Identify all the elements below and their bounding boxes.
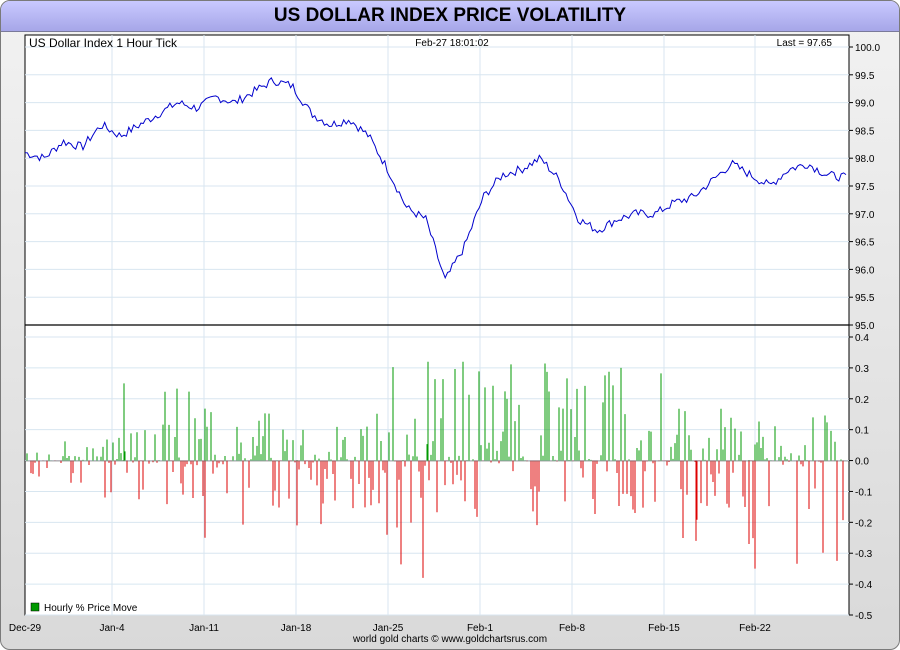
y-tick-label: 0.3 (855, 364, 869, 375)
x-tick-label: Jan-25 (373, 623, 404, 634)
x-tick-label: Jan-11 (189, 623, 219, 634)
y-tick-label: -0.4 (855, 580, 873, 591)
price-header-timestamp: Feb-27 18:01:02 (415, 38, 489, 49)
y-tick-label: 97.0 (855, 210, 875, 221)
price-line-layer (24, 77, 847, 280)
y-tick-label: 99.5 (855, 71, 875, 82)
y-tick-label: 0.0 (855, 457, 869, 468)
y-tick-label: 97.5 (855, 182, 875, 193)
y-tick-label: -0.5 (855, 611, 873, 622)
x-tick-label: Feb-15 (648, 623, 680, 634)
y-tick-label: 98.0 (855, 154, 875, 165)
legend-label: Hourly % Price Move (44, 603, 138, 614)
price-header-last: Last = 97.65 (777, 38, 833, 49)
y-tick-label: 95.0 (855, 321, 875, 332)
price-line (24, 77, 847, 280)
y-tick-label: -0.1 (855, 487, 873, 498)
y-tick-label: 0.2 (855, 395, 869, 406)
x-tick-label: Jan-18 (281, 623, 312, 634)
y-tick-label: -0.2 (855, 518, 873, 529)
x-tick-label: Feb-1 (467, 623, 494, 634)
y-tick-label: 0.1 (855, 426, 869, 437)
grid-layer (25, 35, 849, 616)
y-tick-label: 98.5 (855, 126, 875, 137)
y-tick-label: 96.5 (855, 238, 875, 249)
y-tick-label: 99.0 (855, 99, 875, 110)
price-header-left: US Dollar Index 1 Hour Tick (29, 36, 178, 50)
y-tick-label: 96.0 (855, 265, 875, 276)
chart-title: US DOLLAR INDEX PRICE VOLATILITY (1, 1, 899, 32)
price-y-axis: 100.0 99.5 99.0 98.5 98.0 97.5 97.0 96.5 96.0 95.… (849, 43, 880, 332)
x-tick-label: Feb-22 (739, 623, 771, 634)
y-tick-label: 0.4 (855, 333, 869, 344)
legend-swatch (30, 602, 40, 612)
y-tick-label: 100.0 (855, 43, 880, 54)
footer-credit: world gold charts © www.goldchartsrus.co… (352, 634, 547, 645)
y-tick-label: 95.5 (855, 293, 875, 304)
volatility-y-axis: 0.4 0.3 0.2 0.1 0.0 -0.1 -0.2 -0.3 -0.4 -0.5 (849, 333, 873, 622)
x-tick-label: Jan-4 (99, 623, 124, 634)
x-tick-label: Feb-8 (559, 623, 586, 634)
x-tick-label: Dec-29 (9, 623, 42, 634)
y-tick-label: -0.3 (855, 549, 873, 560)
x-axis: Dec-29 Jan-4 Jan-11 Jan-18 Jan-25 Feb-1 Feb-8 F… (9, 623, 771, 634)
